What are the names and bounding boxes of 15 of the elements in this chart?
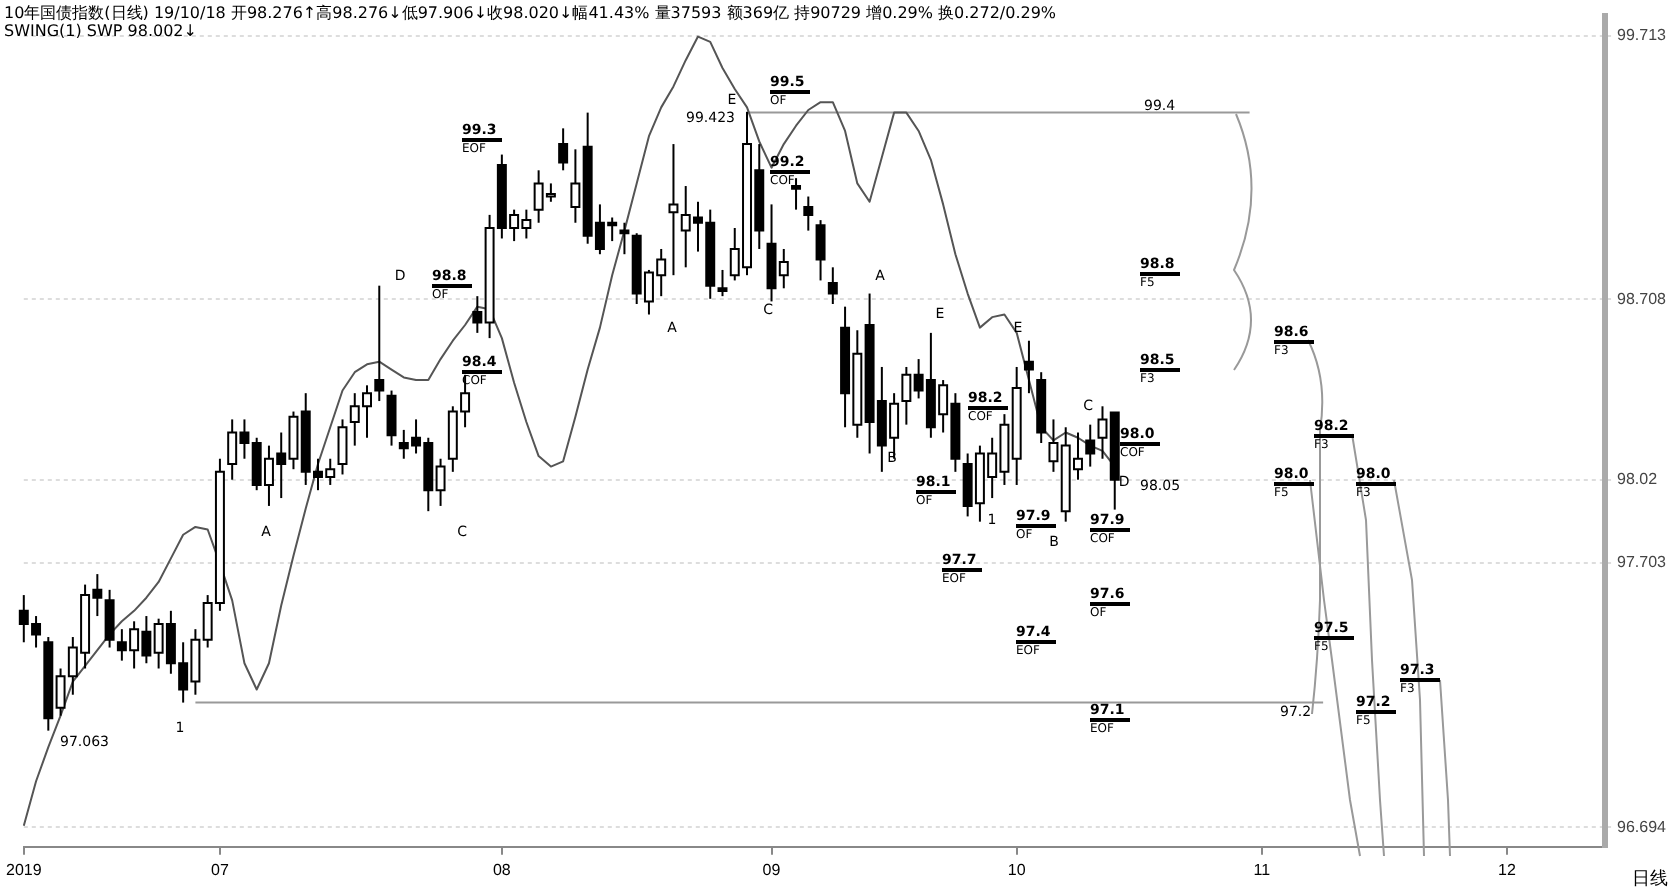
x-tick-label: 07 — [211, 860, 230, 879]
x-tick-label: 08 — [492, 860, 512, 879]
text: 日线 — [1632, 868, 1668, 890]
x-tick-label: 2019 — [6, 860, 43, 879]
chart-subtitle: SWING(1) SWP 98.002↓ — [4, 22, 197, 40]
x-tick-label: 11 — [1253, 860, 1272, 879]
y-tick-label: 97.703 — [1617, 553, 1668, 572]
x-tick-label: 10 — [1007, 860, 1027, 879]
x-tick-label: 09 — [762, 860, 782, 879]
chart-title: 10年国债指数(日线) 19/10/18 开98.276↑高98.276↓低97.906↓收98.020↓幅41.43% 量37593 额369亿 持90729 增0.29% 换0.272/0.29% — [4, 2, 1057, 23]
y-tick-label: 98.708 — [1617, 289, 1668, 308]
y-tick-label: 99.713 — [1617, 26, 1668, 45]
y-tick-label: 98.02 — [1617, 470, 1659, 489]
x-tick-label: 12 — [1498, 860, 1517, 879]
y-tick-label: 96.694 — [1617, 817, 1668, 836]
